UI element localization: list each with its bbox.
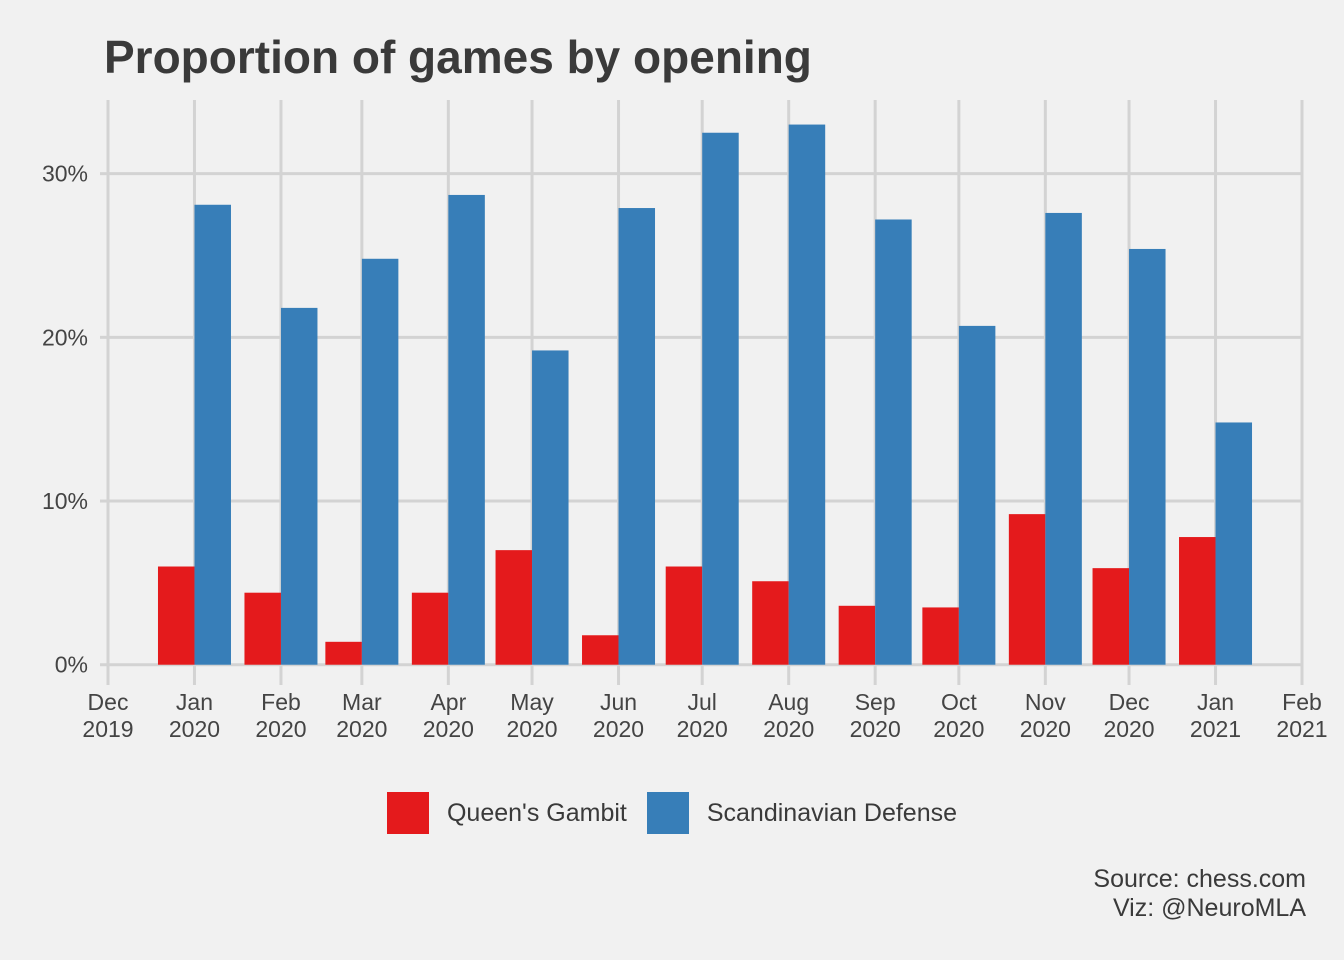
legend-label-queens-gambit: Queen's Gambit xyxy=(446,798,627,827)
bar-queens-gambit xyxy=(838,605,876,665)
bar-queens-gambit xyxy=(325,641,362,665)
bar-scandinavian-defense xyxy=(448,194,485,665)
x-tick-label: Jul 2020 xyxy=(677,689,728,742)
bar-queens-gambit xyxy=(922,607,959,665)
x-tick-label: Mar 2020 xyxy=(336,689,387,742)
bar-scandinavian-defense xyxy=(702,132,739,665)
caption: Source: chess.com Viz: @NeuroMLA xyxy=(1093,865,1306,923)
y-tick-label: 30% xyxy=(42,161,88,187)
x-tick-label: Apr 2020 xyxy=(423,689,474,742)
bar-scandinavian-defense xyxy=(280,307,318,665)
bar-queens-gambit xyxy=(665,566,703,665)
legend-swatch-queens-gambit xyxy=(386,792,429,834)
bar-scandinavian-defense xyxy=(618,208,656,665)
legend-item-scandinavian-defense: Scandinavian Defense xyxy=(646,792,958,834)
bar-scandinavian-defense xyxy=(532,350,569,665)
x-tick-label: Feb 2020 xyxy=(255,689,306,742)
x-tick-label: Jan 2021 xyxy=(1190,689,1241,742)
legend: Queen's Gambit Scandinavian Defense xyxy=(0,792,1344,834)
y-tick-label: 20% xyxy=(42,324,88,350)
bar-queens-gambit xyxy=(582,635,619,665)
chart-title: Proportion of games by opening xyxy=(104,31,812,83)
bar-queens-gambit xyxy=(244,592,281,665)
bar-queens-gambit xyxy=(495,550,533,665)
bar-scandinavian-defense xyxy=(1045,212,1082,665)
x-tick-label: Sep 2020 xyxy=(850,689,901,742)
legend-swatch-scandinavian-defense xyxy=(646,792,689,834)
bar-scandinavian-defense xyxy=(1129,248,1166,665)
bar-queens-gambit xyxy=(1179,537,1216,665)
bar-scandinavian-defense xyxy=(194,204,231,665)
x-tick-label: May 2020 xyxy=(506,689,557,742)
x-tick-label: Aug 2020 xyxy=(763,689,814,742)
x-tick-label: Dec 2019 xyxy=(82,689,133,742)
bar-scandinavian-defense xyxy=(788,124,826,665)
y-tick-label: 0% xyxy=(55,652,88,678)
bar-scandinavian-defense xyxy=(361,258,399,665)
bar-scandinavian-defense xyxy=(1215,422,1253,665)
y-tick-label: 10% xyxy=(42,488,88,514)
bar-queens-gambit xyxy=(1008,514,1046,665)
bar-queens-gambit xyxy=(157,566,195,665)
bar-scandinavian-defense xyxy=(875,219,912,665)
caption-viz: Viz: @NeuroMLA xyxy=(1112,894,1306,922)
caption-source: Source: chess.com xyxy=(1093,865,1306,893)
x-tick-label: Jun 2020 xyxy=(593,689,644,742)
bar-scandinavian-defense xyxy=(958,325,996,665)
x-tick-label: Jan 2020 xyxy=(169,689,220,742)
x-tick-label: Nov 2020 xyxy=(1020,689,1071,742)
x-tick-label: Feb 2021 xyxy=(1276,689,1327,742)
legend-label-scandinavian-defense: Scandinavian Defense xyxy=(706,798,958,827)
x-tick-label: Oct 2020 xyxy=(933,689,984,742)
x-tick-label: Dec 2020 xyxy=(1103,689,1154,742)
bar-queens-gambit xyxy=(752,581,789,665)
bar-queens-gambit xyxy=(1092,568,1130,665)
legend-item-queens-gambit: Queen's Gambit xyxy=(386,792,627,834)
bar-queens-gambit xyxy=(411,592,449,665)
